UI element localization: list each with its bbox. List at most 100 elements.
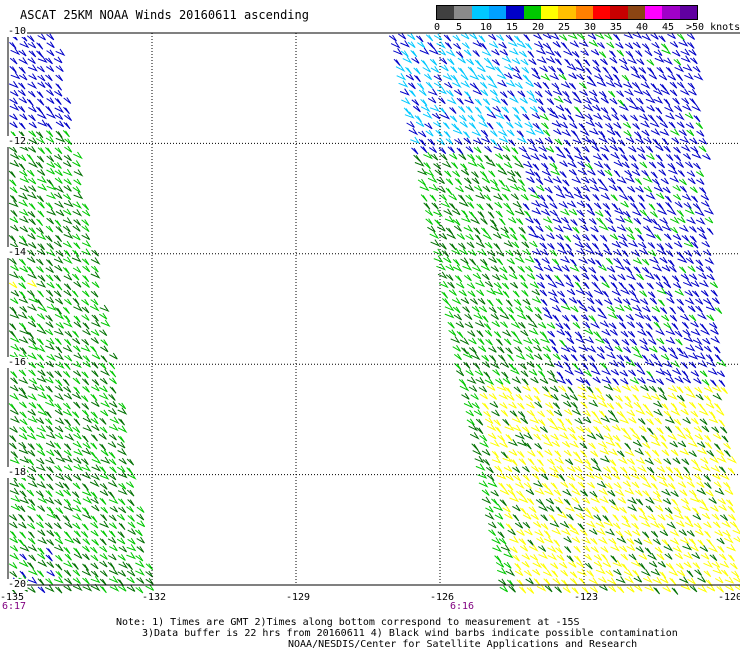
wind-barb bbox=[620, 64, 630, 71]
wind-barb bbox=[73, 386, 81, 394]
wind-barb bbox=[594, 473, 604, 481]
wind-barb bbox=[709, 456, 720, 464]
wind-barb bbox=[648, 161, 657, 169]
wind-barb bbox=[635, 50, 643, 57]
wind-barb bbox=[549, 520, 560, 528]
wind-barb bbox=[620, 330, 629, 338]
wind-barb bbox=[531, 473, 540, 480]
wind-barb bbox=[577, 435, 586, 443]
wind-barb bbox=[558, 201, 569, 209]
wind-barb bbox=[601, 368, 612, 376]
wind-barb bbox=[116, 513, 126, 521]
wind-barb bbox=[669, 440, 678, 448]
wind-barb bbox=[100, 319, 111, 327]
wind-barb bbox=[45, 425, 54, 433]
wind-barb bbox=[656, 473, 667, 481]
wind-barb bbox=[496, 258, 504, 266]
wind-barb bbox=[71, 273, 80, 281]
wind-barb bbox=[27, 81, 38, 90]
wind-barb bbox=[46, 569, 55, 577]
wind-barb bbox=[533, 258, 541, 266]
wind-barb bbox=[635, 498, 644, 506]
wind-barb bbox=[645, 322, 653, 330]
wind-barb bbox=[90, 345, 97, 353]
wind-barb bbox=[19, 418, 28, 426]
wind-barb bbox=[652, 264, 663, 272]
wind-barb bbox=[54, 113, 64, 120]
wind-barb bbox=[454, 138, 463, 145]
wind-barb bbox=[652, 495, 663, 503]
wind-barb bbox=[9, 97, 18, 105]
wind-barb bbox=[538, 545, 547, 552]
wind-barb bbox=[465, 369, 474, 376]
wind-barb bbox=[581, 145, 590, 153]
wind-barb bbox=[687, 481, 696, 488]
wind-barb bbox=[109, 466, 117, 474]
wind-barb bbox=[473, 137, 483, 145]
wind-barb bbox=[475, 240, 486, 249]
wind-barb bbox=[632, 433, 641, 441]
wind-barb bbox=[9, 271, 20, 279]
wind-barb bbox=[713, 481, 722, 488]
wind-barb bbox=[19, 570, 27, 579]
wind-barb bbox=[107, 536, 117, 544]
wind-barb bbox=[543, 391, 554, 399]
wind-barb bbox=[672, 367, 682, 376]
wind-barb bbox=[588, 218, 597, 225]
wind-barb bbox=[63, 154, 72, 162]
wind-barb bbox=[651, 439, 661, 447]
wind-barb bbox=[27, 315, 36, 323]
wind-barb bbox=[556, 67, 565, 75]
wind-barb bbox=[37, 537, 48, 545]
wind-barb bbox=[18, 322, 27, 330]
wind-barb bbox=[661, 449, 670, 457]
wind-barb bbox=[727, 456, 738, 464]
wind-barb bbox=[672, 184, 681, 192]
wind-barb bbox=[669, 315, 678, 322]
wind-barb bbox=[436, 224, 446, 232]
wind-barb bbox=[55, 74, 64, 82]
wind-barb bbox=[642, 215, 653, 224]
wind-barb bbox=[649, 297, 658, 305]
wind-barb bbox=[611, 473, 621, 480]
wind-barb bbox=[36, 481, 47, 489]
wind-barb bbox=[543, 578, 551, 586]
wind-barb bbox=[610, 544, 621, 552]
wind-barb bbox=[529, 240, 538, 248]
wind-barb bbox=[26, 35, 35, 42]
wind-barb bbox=[628, 155, 637, 162]
wind-barb bbox=[417, 168, 428, 176]
wind-barb bbox=[53, 513, 61, 522]
wind-barb bbox=[108, 514, 117, 522]
wind-barb bbox=[572, 322, 581, 329]
wind-barb bbox=[538, 466, 547, 474]
wind-barb bbox=[698, 272, 707, 280]
wind-barb bbox=[28, 185, 37, 192]
wind-barb bbox=[472, 264, 483, 273]
wind-barb bbox=[544, 136, 553, 144]
wind-barb bbox=[55, 209, 65, 217]
wind-barb bbox=[566, 250, 575, 257]
wind-barb bbox=[27, 352, 38, 361]
wind-barb bbox=[578, 344, 589, 352]
wind-barb bbox=[82, 416, 93, 424]
wind-barb bbox=[620, 427, 629, 435]
wind-barb bbox=[657, 386, 665, 394]
wind-barb bbox=[401, 97, 411, 105]
wind-barb bbox=[126, 458, 135, 466]
wind-barb bbox=[503, 551, 514, 559]
wind-barb bbox=[554, 225, 564, 233]
wind-barb bbox=[556, 242, 565, 249]
wind-barb bbox=[626, 538, 635, 545]
wind-barb bbox=[671, 498, 679, 506]
wind-barb bbox=[127, 537, 136, 545]
wind-barb bbox=[464, 91, 472, 99]
wind-barb bbox=[598, 400, 608, 408]
wind-barb bbox=[543, 312, 553, 320]
wind-barb bbox=[460, 257, 469, 265]
wind-barb bbox=[684, 520, 694, 528]
wind-barb bbox=[126, 544, 137, 552]
wind-barb bbox=[461, 215, 472, 223]
wind-barb bbox=[692, 203, 701, 210]
wind-barb bbox=[660, 177, 669, 185]
